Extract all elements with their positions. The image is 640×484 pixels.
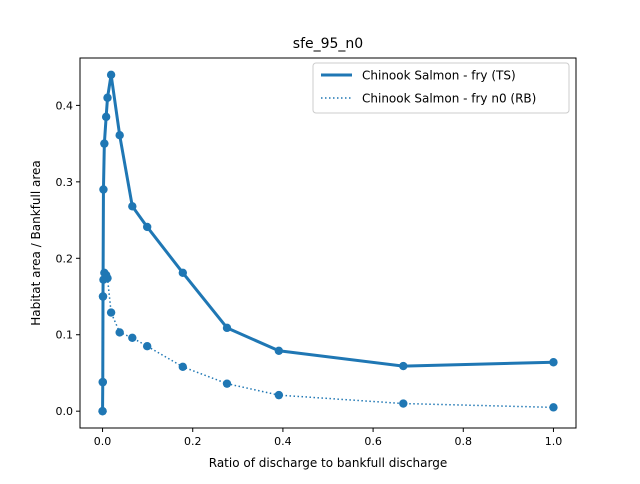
data-point-s0	[115, 131, 124, 140]
data-point-s0	[106, 70, 116, 80]
data-point-s0	[101, 112, 111, 122]
x-tick-label: 0.0	[94, 435, 112, 448]
data-point-s1	[98, 292, 108, 301]
data-point-s1	[399, 399, 408, 408]
data-point-s1	[178, 362, 188, 372]
series-line-0	[101, 73, 554, 412]
data-point-s1	[222, 379, 232, 388]
data-point-s0	[274, 346, 284, 355]
x-tick-label: 0.8	[455, 435, 473, 448]
x-tick-label: 0.2	[184, 435, 202, 448]
data-point-s0	[399, 361, 408, 371]
x-axis-label: Ratio of discharge to bankfull discharge	[209, 456, 447, 470]
data-point-s1	[274, 390, 284, 400]
y-tick-label: 0.1	[56, 329, 74, 342]
x-axis-ticks: 0.0 0.2 0.4 0.6 0.8 1.0	[94, 428, 562, 448]
data-point-s0	[549, 358, 558, 367]
y-tick-label: 0.4	[56, 99, 74, 112]
y-tick-label: 0.3	[56, 176, 74, 189]
y-tick-label: 0.2	[56, 252, 74, 265]
data-point-s0	[99, 185, 108, 194]
data-point-s0	[100, 139, 109, 148]
chart-title: sfe_95_n0	[293, 36, 363, 52]
legend-box	[312, 62, 570, 114]
data-point-s1	[106, 308, 116, 317]
y-axis-label: Habitat area / Bankfull area	[29, 160, 43, 326]
data-point-s1	[128, 333, 137, 342]
data-point-s1	[98, 406, 107, 416]
x-tick-label: 0.4	[274, 435, 292, 448]
x-tick-label: 0.6	[364, 435, 382, 448]
y-tick-label: 0.0	[56, 405, 74, 418]
axes-frame	[79, 57, 577, 429]
data-point-s1	[103, 273, 112, 283]
data-point-s0	[222, 323, 232, 333]
legend-label-ts: Chinook Salmon - fry (TS)	[362, 69, 516, 83]
data-point-s1	[98, 377, 107, 387]
legend: Chinook Salmon - fry (TS) Chinook Salmon…	[312, 62, 570, 114]
x-tick-label: 1.0	[545, 435, 563, 448]
data-point-s0	[128, 202, 137, 211]
data-point-s1	[142, 342, 152, 351]
data-point-s1	[549, 403, 558, 412]
data-point-s0	[178, 268, 188, 278]
data-point-s0	[142, 222, 152, 232]
data-point-s1	[115, 328, 124, 337]
y-axis-ticks: 0.0 0.1 0.2 0.3 0.4	[56, 99, 80, 418]
legend-label-rb: Chinook Salmon - fry n0 (RB)	[362, 92, 536, 106]
plot-area	[98, 70, 558, 416]
data-point-s0	[103, 93, 112, 102]
